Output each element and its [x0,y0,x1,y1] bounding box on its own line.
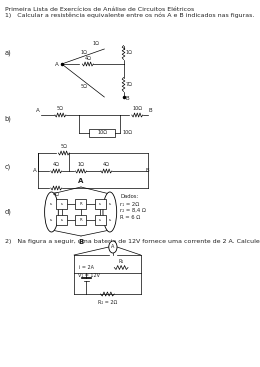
Text: A: A [55,62,59,66]
Text: i = 2A: i = 2A [79,265,94,270]
Bar [95,215,106,225]
Bar [75,199,87,209]
Text: B: B [126,95,129,101]
Bar [75,215,87,225]
Text: r₂: r₂ [108,218,112,222]
Text: 10Ω: 10Ω [122,131,132,135]
Text: 10Ω: 10Ω [132,106,142,112]
Text: R₂ = 2Ω: R₂ = 2Ω [98,300,117,305]
Text: 7Ω: 7Ω [126,82,133,87]
Text: b): b) [5,116,12,122]
Bar [56,199,67,209]
Text: A: A [78,178,84,184]
Text: d): d) [5,209,12,215]
Text: r₁: r₁ [99,202,102,206]
Text: B: B [149,108,153,113]
Text: 1)   Calcular a resistência equivalente entre os nós A e B indicados nas figuras: 1) Calcular a resistência equivalente en… [5,13,254,18]
Text: A: A [36,108,40,113]
Text: 2)   Na figura a seguir, uma bateria de 12V fornece uma corrente de 2 A. Calcule: 2) Na figura a seguir, uma bateria de 12… [5,239,260,244]
Text: 4Ω: 4Ω [53,192,60,196]
Text: 1Ω: 1Ω [77,163,84,167]
Text: a): a) [5,50,11,56]
Text: R = 6 Ω: R = 6 Ω [120,215,140,220]
Bar [56,215,67,225]
Text: Dados:: Dados: [120,194,138,199]
Text: R: R [80,218,82,222]
Text: 4Ω: 4Ω [53,163,60,167]
Text: B: B [145,168,149,174]
Bar [95,199,106,209]
Text: r₁: r₁ [108,202,112,206]
Text: A: A [111,244,115,250]
Ellipse shape [45,192,58,232]
Text: 1Ω: 1Ω [81,50,88,55]
Ellipse shape [103,192,117,232]
Text: A: A [32,168,36,174]
Text: B: B [78,239,84,245]
Text: 10Ω: 10Ω [97,131,107,135]
Text: Primeira Lista de Exercícios de Análise de Circuitos Elétricos: Primeira Lista de Exercícios de Análise … [5,7,194,12]
Text: V₁ = 12V: V₁ = 12V [78,273,100,278]
Bar [89,129,115,137]
Text: 4Ω: 4Ω [84,55,91,61]
Circle shape [109,241,117,253]
Text: c): c) [5,164,11,170]
Text: 5Ω: 5Ω [60,145,67,149]
Text: 5Ω: 5Ω [57,106,64,112]
Text: r₁: r₁ [60,202,63,206]
Text: r₁: r₁ [50,202,53,206]
Text: r₂: r₂ [60,218,63,222]
Text: 1Ω: 1Ω [93,41,100,46]
Text: R: R [80,202,82,206]
Text: r₂ = 8,4 Ω: r₂ = 8,4 Ω [120,208,146,213]
Text: 4Ω: 4Ω [103,163,110,167]
Text: r₁ = 2Ω: r₁ = 2Ω [120,202,139,207]
Text: 1Ω: 1Ω [126,50,133,55]
Text: r₂: r₂ [99,218,102,222]
Text: 5Ω: 5Ω [81,84,88,90]
Text: R₁: R₁ [119,259,124,264]
Text: r₂: r₂ [50,218,53,222]
